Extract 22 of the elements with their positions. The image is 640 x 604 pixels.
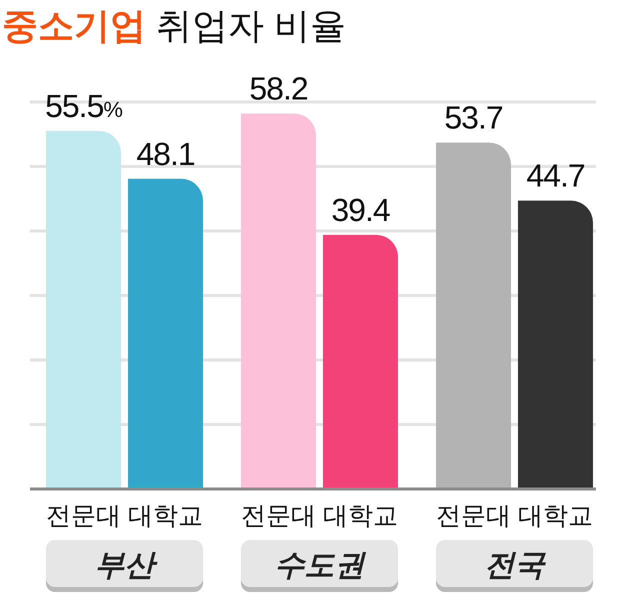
bar [128, 178, 203, 489]
series-label: 전문대 [46, 502, 122, 530]
bar [241, 114, 316, 489]
text: 전문대 [241, 502, 316, 530]
x-tick-label: 수도권 [274, 549, 366, 582]
x-tick-label: 부산 [94, 549, 158, 582]
data-label: 53.7 [444, 100, 503, 136]
data-label: 44.7 [526, 158, 585, 194]
bar [322, 234, 398, 489]
data-label: 48.1 [136, 136, 195, 172]
data-label: 39.4 [331, 192, 390, 228]
chart-title: 중소기업 취업자 비율 [2, 5, 346, 46]
data-label: 58.2 [249, 70, 308, 107]
text: 대학교 [322, 502, 398, 530]
bar [46, 131, 122, 489]
bar [518, 200, 593, 489]
text: 대학교 [518, 502, 593, 530]
series-label: 대학교 [128, 502, 203, 530]
data-label: 55.5% [45, 88, 122, 124]
x-tick-label: 전국 [484, 549, 546, 582]
bar [436, 142, 512, 489]
text: 전문대 [436, 502, 512, 530]
